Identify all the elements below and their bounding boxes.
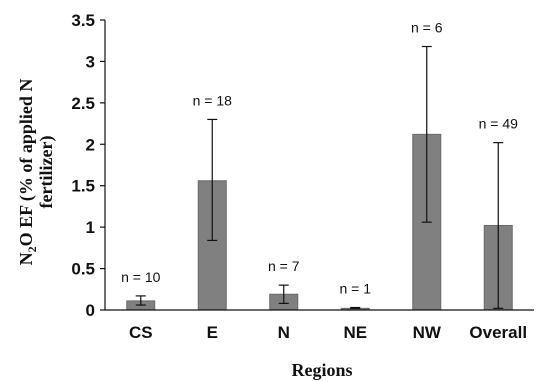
y-axis-title: N2O EF (% of applied N fertilizer) — [16, 79, 57, 266]
data-labels: n = 10 n = 18 n = 7 n = 1 n = 6 n = 49 — [121, 20, 518, 297]
y-axis-ticks: 0 0.5 1 1.5 2 2.5 3 3.5 — [71, 11, 105, 320]
x-axis-title: Regions — [291, 360, 352, 380]
x-tick-label-overall: Overall — [469, 323, 527, 342]
data-label-cs: n = 10 — [121, 269, 161, 285]
data-label-nw: n = 6 — [411, 20, 443, 36]
data-label-ne: n = 1 — [339, 281, 371, 297]
y-tick-label: 1 — [86, 218, 95, 237]
data-label-e: n = 18 — [193, 92, 233, 108]
y-tick-label: 3 — [86, 52, 95, 71]
data-label-n: n = 7 — [268, 258, 300, 274]
x-tick-label-nw: NW — [413, 323, 442, 342]
y-axis-title-line1: N2O EF (% of applied N — [16, 79, 39, 266]
y-tick-label: 3.5 — [71, 11, 95, 30]
y-tick-label: 2.5 — [71, 94, 95, 113]
x-axis-ticks: CS E N NE NW Overall — [129, 323, 527, 342]
x-tick-label-ne: NE — [343, 323, 367, 342]
x-tick-label-n: N — [278, 323, 290, 342]
x-tick-label-e: E — [207, 323, 218, 342]
y-tick-label: 0 — [86, 301, 95, 320]
y-tick-label: 2 — [86, 135, 95, 154]
error-bars — [135, 45, 504, 309]
y-tick-label: 1.5 — [71, 177, 95, 196]
bars — [126, 133, 513, 311]
y-tick-label: 0.5 — [71, 260, 95, 279]
data-label-overall: n = 49 — [479, 116, 519, 132]
y-axis-title-line2: fertilizer) — [36, 136, 57, 209]
x-tick-label-cs: CS — [129, 323, 153, 342]
